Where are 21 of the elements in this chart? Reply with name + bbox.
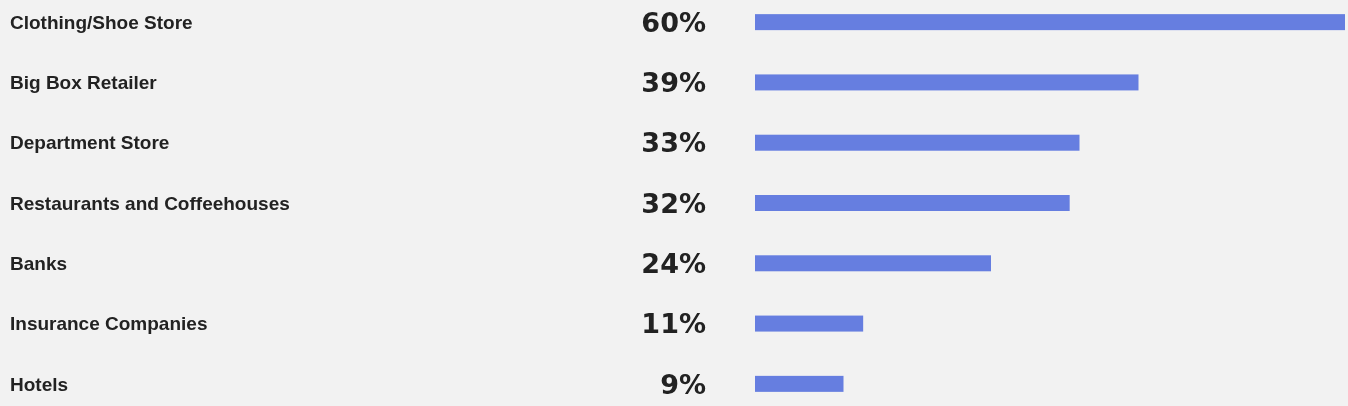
bar	[755, 14, 1345, 31]
y-tick-label: Restaurants and Coffeehouses	[10, 192, 290, 214]
y-tick-label: Banks	[10, 252, 68, 274]
data-label: 24%	[641, 248, 706, 280]
bar	[755, 315, 864, 332]
data-label: 32%	[641, 187, 706, 219]
y-tick-label: Department Store	[10, 132, 170, 154]
y-tick-label: Insurance Companies	[10, 313, 208, 335]
data-label: 9%	[660, 368, 706, 400]
bar	[755, 134, 1080, 151]
data-label: 11%	[641, 308, 706, 340]
bar	[755, 195, 1070, 211]
data-label: 60%	[641, 6, 706, 38]
data-label: 33%	[641, 127, 706, 159]
data-label: 39%	[641, 67, 706, 99]
bar	[755, 74, 1139, 91]
y-tick-label: Big Box Retailer	[10, 72, 158, 94]
bar	[755, 255, 991, 272]
y-tick-label: Clothing/Shoe Store	[10, 11, 193, 33]
bar	[755, 375, 844, 392]
y-tick-label: Hotels	[10, 373, 69, 395]
